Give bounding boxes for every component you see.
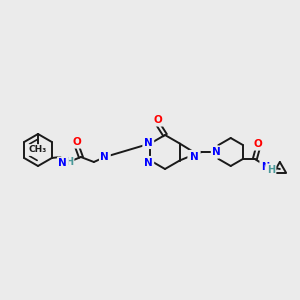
Text: N: N	[100, 152, 109, 162]
Text: O: O	[154, 115, 162, 125]
Text: N: N	[212, 147, 221, 157]
Text: S: S	[189, 152, 196, 161]
Text: CH₃: CH₃	[29, 146, 47, 154]
Text: N: N	[190, 152, 199, 161]
Text: H: H	[267, 165, 275, 175]
Text: N: N	[58, 158, 67, 168]
Text: N: N	[261, 162, 269, 172]
Text: O: O	[254, 139, 262, 149]
Text: H: H	[65, 157, 73, 167]
Text: O: O	[73, 137, 81, 147]
Text: N: N	[144, 137, 153, 148]
Text: N: N	[144, 158, 153, 167]
